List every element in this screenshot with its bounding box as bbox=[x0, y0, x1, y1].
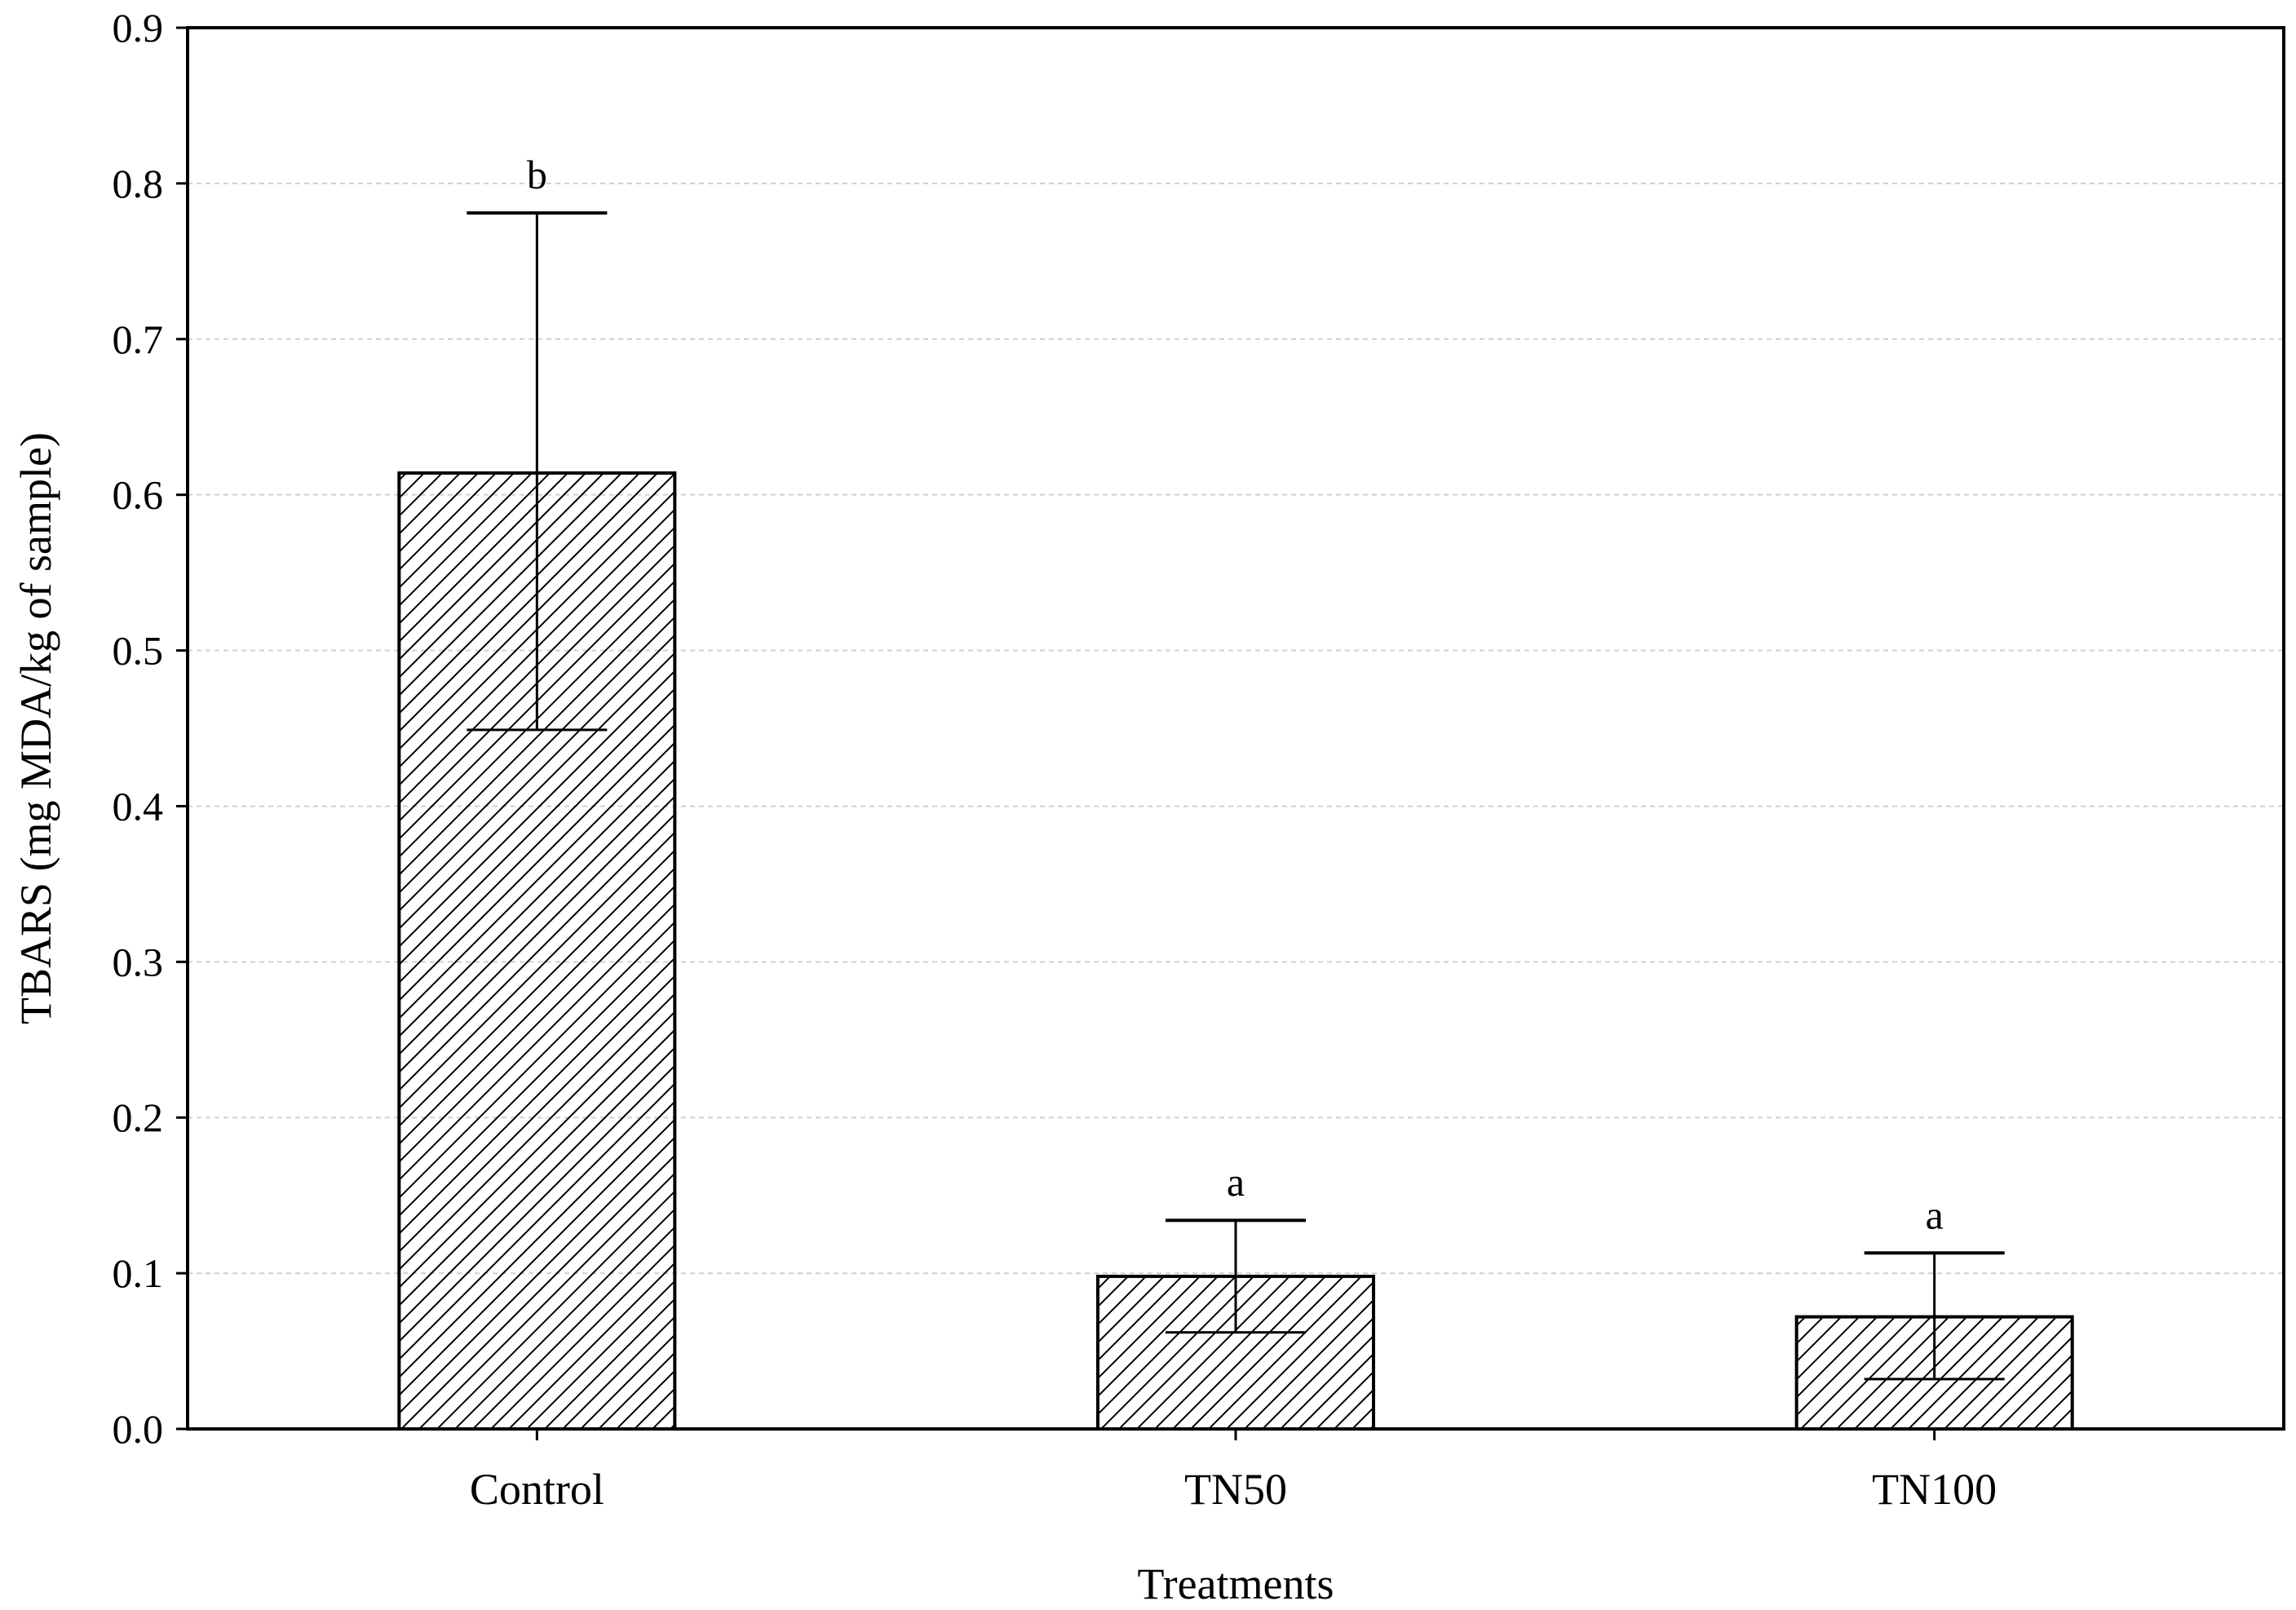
y-tick-label: 0.6 bbox=[113, 472, 164, 518]
y-tick-label: 0.9 bbox=[113, 5, 164, 51]
x-tick-label: TN100 bbox=[1872, 1465, 1997, 1514]
y-tick-label: 0.3 bbox=[113, 939, 164, 984]
y-tick-label: 0.4 bbox=[113, 783, 164, 829]
x-tick-label: TN50 bbox=[1184, 1465, 1287, 1514]
y-tick-label: 0.5 bbox=[113, 628, 164, 674]
x-tick-label: Control bbox=[470, 1465, 604, 1514]
x-axis-title: Treatments bbox=[1138, 1559, 1334, 1608]
y-tick-label: 0.8 bbox=[113, 161, 164, 206]
significance-letter: a bbox=[1926, 1192, 1944, 1237]
y-axis-ticks: 0.0 0.1 0.2 0.3 0.4 0.5 0.6 0.7 0.8 0.9 bbox=[113, 5, 188, 1452]
error-bars bbox=[467, 211, 2005, 1381]
significance-letter: a bbox=[1227, 1159, 1245, 1205]
significance-letter: b bbox=[527, 152, 547, 197]
y-tick-label: 0.0 bbox=[113, 1406, 164, 1452]
y-tick-label: 0.1 bbox=[113, 1250, 164, 1296]
y-axis-title: TBARS (mg MDA/kg of sample) bbox=[11, 432, 60, 1024]
x-axis-labels: Control TN50 TN100 bbox=[470, 1429, 1997, 1514]
y-tick-label: 0.7 bbox=[113, 316, 164, 362]
y-tick-label: 0.2 bbox=[113, 1095, 164, 1140]
significance-letters: b a a bbox=[527, 152, 1944, 1237]
